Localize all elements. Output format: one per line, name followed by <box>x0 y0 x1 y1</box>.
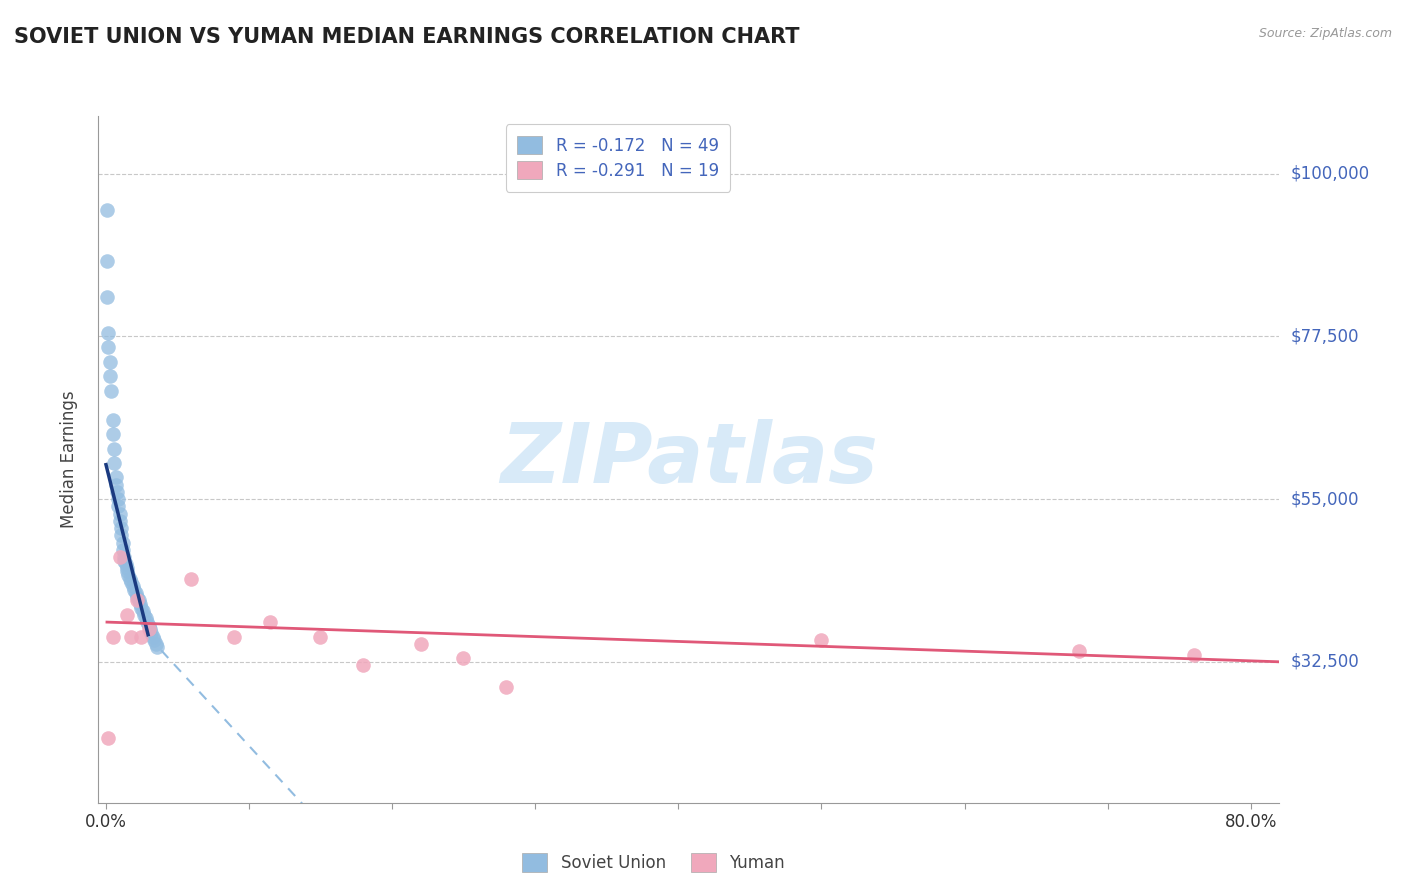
Point <box>120 575 142 590</box>
Text: $55,000: $55,000 <box>1291 490 1360 508</box>
Point <box>128 593 150 607</box>
Point <box>107 500 129 514</box>
Point <box>180 572 202 586</box>
Point <box>111 535 134 549</box>
Point <box>139 622 162 636</box>
Point <box>115 607 138 622</box>
Point <box>111 542 134 557</box>
Point <box>1067 644 1090 658</box>
Point <box>110 528 132 542</box>
Point <box>103 442 125 456</box>
Point <box>115 561 138 575</box>
Point <box>96 253 118 268</box>
Point <box>107 492 129 507</box>
Text: $77,500: $77,500 <box>1291 327 1360 345</box>
Point <box>136 615 159 629</box>
Point <box>105 484 128 499</box>
Point <box>129 597 152 611</box>
Point <box>103 456 125 470</box>
Point <box>143 633 166 648</box>
Point <box>134 607 156 622</box>
Point <box>135 611 157 625</box>
Point <box>96 290 118 304</box>
Point <box>138 618 160 632</box>
Text: $32,500: $32,500 <box>1291 653 1360 671</box>
Point <box>108 514 131 528</box>
Point <box>110 521 132 535</box>
Point <box>141 626 163 640</box>
Point <box>146 640 169 655</box>
Point <box>1182 648 1205 662</box>
Point <box>101 412 124 426</box>
Point <box>114 558 136 572</box>
Point <box>115 565 138 579</box>
Point <box>112 549 135 564</box>
Point <box>101 427 124 442</box>
Point <box>96 202 118 217</box>
Point <box>97 326 120 340</box>
Point <box>125 593 148 607</box>
Text: SOVIET UNION VS YUMAN MEDIAN EARNINGS CORRELATION CHART: SOVIET UNION VS YUMAN MEDIAN EARNINGS CO… <box>14 27 800 46</box>
Point <box>104 477 127 491</box>
Point <box>309 630 332 644</box>
Text: ZIPatlas: ZIPatlas <box>501 419 877 500</box>
Point <box>131 600 153 615</box>
Point <box>453 651 475 665</box>
Point <box>97 731 120 745</box>
Point <box>104 470 127 484</box>
Point <box>352 658 374 673</box>
Point <box>122 582 145 597</box>
Point <box>124 586 146 600</box>
Point <box>112 553 135 567</box>
Point <box>101 630 124 644</box>
Point <box>125 590 148 604</box>
Point <box>409 637 432 651</box>
Point <box>98 369 121 384</box>
Point <box>224 630 246 644</box>
Point <box>138 622 160 636</box>
Point <box>132 604 155 618</box>
Point <box>495 680 517 694</box>
Text: Source: ZipAtlas.com: Source: ZipAtlas.com <box>1258 27 1392 40</box>
Point <box>97 340 120 354</box>
Y-axis label: Median Earnings: Median Earnings <box>59 391 77 528</box>
Point <box>810 633 832 648</box>
Point <box>259 615 281 629</box>
Point <box>120 630 142 644</box>
Point <box>142 630 165 644</box>
Point <box>108 507 131 521</box>
Point <box>108 549 131 564</box>
Point <box>131 630 153 644</box>
Point <box>117 568 139 582</box>
Point <box>121 579 143 593</box>
Text: $100,000: $100,000 <box>1291 165 1369 183</box>
Point <box>98 355 121 369</box>
Legend: Soviet Union, Yuman: Soviet Union, Yuman <box>510 842 796 884</box>
Point <box>145 637 167 651</box>
Point <box>100 384 122 398</box>
Point <box>118 572 141 586</box>
